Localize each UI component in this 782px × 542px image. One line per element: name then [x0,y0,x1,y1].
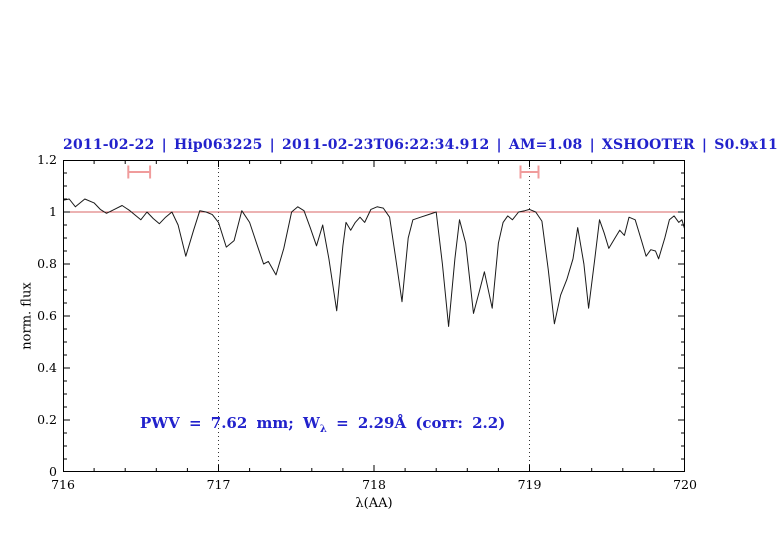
x-axis-label: λ(AA) [355,496,393,511]
y-tick-label: 0.2 [37,412,57,427]
y-tick-label: 1.2 [37,152,57,167]
y-tick-label: 0.4 [37,360,57,375]
annotation-lambda-subscript: λ [319,424,327,435]
x-tick-label: 716 [51,477,75,492]
annotation-text-post: = 2.29Å (corr: 2.2) [326,414,506,432]
x-tick-label: 717 [206,477,231,492]
annotation-text-pre: PWV = 7.62 mm; W [140,414,320,432]
spectrum-canvas [63,160,685,472]
y-tick-label: 0.6 [37,308,57,323]
x-tick-label: 718 [362,477,386,492]
x-tick-label: 720 [673,477,697,492]
y-tick-label: 1 [49,204,57,219]
y-tick-label: 0 [49,464,57,479]
x-tick-labels: 716 717 718 719 720 [51,477,697,493]
y-tick-labels: 0 0.2 0.4 0.6 0.8 1 1.2 [0,152,57,479]
y-tick-label: 0.8 [37,256,57,271]
pwv-annotation: PWV = 7.62 mm; Wλ = 2.29Å (corr: 2.2) [140,414,505,435]
plot-area [63,160,685,472]
plot-title: 2011-02-22 | Hip063225 | 2011-02-23T06:2… [63,137,778,153]
x-tick-label: 719 [517,477,542,492]
